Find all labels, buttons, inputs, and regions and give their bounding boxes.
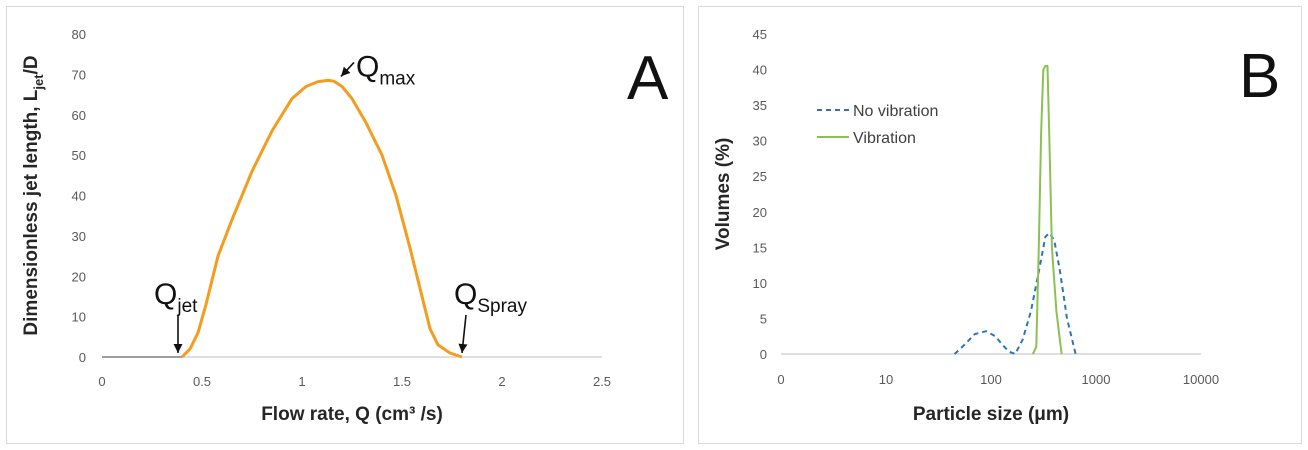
- y-tick-label: 10: [72, 310, 86, 325]
- panel-letter-b: B: [1239, 42, 1280, 111]
- x-tick-label: 0: [98, 374, 105, 389]
- x-tick-label: 1: [298, 374, 305, 389]
- y-tick-label: 40: [72, 189, 86, 204]
- y-tick-labels-a: 0 10 20 30 40 50 60 70 80: [72, 27, 86, 365]
- x-axis-title-a: Flow rate, Q (cm³ /s): [261, 404, 443, 425]
- y-tick-label: 5: [760, 311, 767, 326]
- particle-size-chart: 0 10 100 1000 10000 0 5 10 15 20 25 30 35 40 45 No vi…: [713, 27, 1280, 425]
- annotation-qjet: Qjet: [154, 278, 198, 317]
- y-tick-label: 40: [753, 63, 767, 78]
- y-axis-title-subscript: jet: [31, 74, 46, 91]
- annotation-arrowhead: [458, 343, 468, 353]
- x-tick-label: 100: [980, 372, 1002, 387]
- annotation-arrowhead: [173, 344, 183, 353]
- y-tick-label: 80: [72, 27, 86, 42]
- panel-letter-a: A: [627, 44, 669, 113]
- x-tick-label: 1000: [1082, 372, 1111, 387]
- y-tick-label: 50: [72, 148, 86, 163]
- x-tick-label: 0.5: [193, 374, 211, 389]
- y-tick-label: 60: [72, 108, 86, 123]
- x-tick-label: 0: [777, 372, 784, 387]
- y-tick-label: 35: [753, 98, 767, 113]
- y-tick-label: 30: [753, 134, 767, 149]
- legend-label: No vibration: [853, 103, 938, 120]
- x-tick-label: 1.5: [393, 374, 411, 389]
- annotation-qspray: QSpray: [454, 278, 527, 317]
- series-line-vibration: [1031, 65, 1063, 355]
- annotation-arrowhead: [341, 66, 351, 77]
- series-b: [953, 65, 1077, 355]
- x-tick-label: 10000: [1183, 372, 1219, 387]
- y-tick-label: 45: [753, 27, 767, 42]
- y-tick-label: 15: [753, 240, 767, 255]
- annotations-a: Qjet Qmax QSpray: [154, 50, 527, 354]
- y-axis-title-b: Volumes (%): [713, 138, 734, 251]
- x-tick-labels-b: 0 10 100 1000 10000: [777, 372, 1219, 387]
- y-tick-label: 0: [760, 347, 767, 362]
- chart-panel-a: 0 0.5 1 1.5 2 2.5 0 10 20 30 40 50 60 70 80 Qjet Qmax Q…: [6, 6, 684, 444]
- y-tick-label: 30: [72, 229, 86, 244]
- y-tick-label: 20: [753, 205, 767, 220]
- x-axis-title-b: Particle size (μm): [913, 404, 1069, 425]
- y-tick-label: 70: [72, 67, 86, 82]
- y-tick-labels-b: 0 5 10 15 20 25 30 35 40 45: [753, 27, 767, 362]
- legend-b: No vibration Vibration: [817, 103, 938, 147]
- y-tick-label: 20: [72, 269, 86, 284]
- x-tick-label: 2.5: [593, 374, 611, 389]
- y-tick-label: 0: [79, 350, 86, 365]
- legend-label: Vibration: [853, 130, 916, 147]
- x-tick-label: 10: [879, 372, 893, 387]
- y-tick-label: 25: [753, 169, 767, 184]
- y-axis-title-main: Dimensionless jet length, L: [21, 89, 42, 335]
- y-axis-title-tail: /D: [21, 55, 42, 74]
- y-axis-title-a: Dimensionless jet length, Ljet/D: [21, 55, 46, 335]
- x-tick-labels-a: 0 0.5 1 1.5 2 2.5: [98, 374, 611, 389]
- series-line-no-vibration: [953, 232, 1077, 355]
- annotation-qmax: Qmax: [356, 50, 416, 89]
- jet-length-curve: [180, 78, 463, 359]
- series-a: [102, 78, 463, 359]
- y-tick-label: 10: [753, 276, 767, 291]
- x-tick-label: 2: [498, 374, 505, 389]
- chart-panel-b: 0 10 100 1000 10000 0 5 10 15 20 25 30 35 40 45 No vi…: [698, 6, 1302, 444]
